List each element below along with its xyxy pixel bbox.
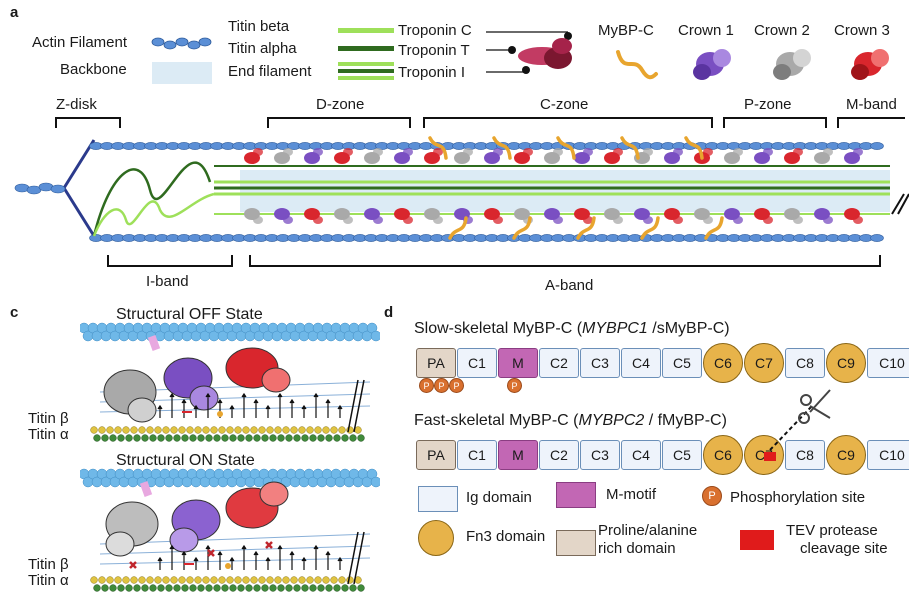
off-state-diagram bbox=[80, 322, 380, 442]
domain-c1: C1 bbox=[457, 440, 497, 470]
on-titin-beta-label: Titin β bbox=[28, 556, 69, 573]
domain-c1: C1 bbox=[457, 348, 497, 378]
mybpc-icon bbox=[616, 50, 658, 80]
actin-filament-swatch bbox=[151, 37, 212, 50]
titin-swatch bbox=[338, 28, 394, 80]
domain-c9: C9 bbox=[826, 435, 866, 475]
legend-phos-label: Phosphorylation site bbox=[730, 489, 866, 506]
on-crown3 bbox=[225, 481, 289, 529]
legend-mmotif-swatch bbox=[556, 482, 596, 508]
legend-tev-label-1: TEV protease bbox=[786, 522, 878, 539]
on-state-title: Structural ON State bbox=[116, 452, 255, 469]
legend-fn3-swatch bbox=[418, 520, 454, 556]
m-band-label: M-band bbox=[846, 96, 897, 113]
domain-c8: C8 bbox=[785, 348, 825, 378]
legend-tev-swatch bbox=[740, 530, 774, 550]
on-crown1 bbox=[169, 499, 221, 553]
domain-c9: C9 bbox=[826, 343, 866, 383]
phos-site: P bbox=[507, 378, 522, 393]
legend-pa-label-2: rich domain bbox=[598, 540, 676, 557]
i-band-label: I-band bbox=[146, 273, 189, 290]
legend-mybpc-label: MyBP-C bbox=[598, 22, 654, 39]
tev-site bbox=[764, 452, 776, 461]
phos-site: P bbox=[449, 378, 464, 393]
crown-icons bbox=[693, 49, 889, 80]
domain-c8: C8 bbox=[785, 440, 825, 470]
scissors-icon bbox=[769, 389, 831, 451]
panel-d-letter: d bbox=[384, 304, 394, 321]
domain-c6: C6 bbox=[703, 343, 743, 383]
legend-crown2-label: Crown 2 bbox=[754, 22, 810, 39]
legend-troponin-i-label: Troponin I bbox=[398, 64, 465, 81]
legend-backbone-label: Backbone bbox=[60, 61, 127, 78]
c-zone-label: C-zone bbox=[540, 96, 589, 113]
domain-c2: C2 bbox=[539, 348, 579, 378]
domain-m: M bbox=[498, 348, 538, 378]
domain-m: M bbox=[498, 440, 538, 470]
fast-title: Fast-skeletal MyBP-C (MYBPC2 / fMyBP-C) bbox=[414, 412, 727, 429]
troponin-icon bbox=[486, 31, 572, 74]
legend-tev-label-2: cleavage site bbox=[800, 540, 888, 557]
legend-actin-label: Actin Filament bbox=[32, 34, 128, 51]
d-zone-label: D-zone bbox=[316, 96, 365, 113]
legend-phos-icon: P bbox=[702, 486, 722, 506]
on-crown2 bbox=[105, 501, 159, 557]
slow-title: Slow-skeletal MyBP-C (MYBPC1 /sMyBP-C) bbox=[414, 320, 730, 337]
sarcomere-diagram bbox=[14, 117, 909, 267]
domain-c3: C3 bbox=[580, 440, 620, 470]
domain-c7: C7 bbox=[744, 343, 784, 383]
domain-c3: C3 bbox=[580, 348, 620, 378]
off-state-title: Structural OFF State bbox=[116, 306, 263, 323]
cleavage-marks bbox=[129, 541, 273, 569]
legend-crown3-label: Crown 3 bbox=[834, 22, 890, 39]
legend-titin-alpha-label: Titin alpha bbox=[228, 40, 297, 57]
domain-pa: PA bbox=[416, 348, 456, 378]
on-state-diagram bbox=[80, 468, 380, 592]
domain-c5: C5 bbox=[662, 440, 702, 470]
domain-c5: C5 bbox=[662, 348, 702, 378]
crown1-icon bbox=[693, 49, 731, 80]
domain-c10: C10 bbox=[867, 440, 909, 470]
legend-end-filament-label: End filament bbox=[228, 63, 312, 80]
domain-c2: C2 bbox=[539, 440, 579, 470]
legend-crown1-label: Crown 1 bbox=[678, 22, 734, 39]
domain-c4: C4 bbox=[621, 348, 661, 378]
legend-ig-swatch bbox=[418, 486, 458, 512]
legend-titin-beta-label: Titin beta bbox=[228, 18, 290, 35]
legend-troponin-c-label: Troponin C bbox=[398, 22, 472, 39]
legend-mmotif-label: M-motif bbox=[606, 486, 656, 503]
legend-troponin-t-label: Troponin T bbox=[398, 42, 470, 59]
legend-pa-label-1: Proline/alanine bbox=[598, 522, 698, 539]
a-band-label: A-band bbox=[545, 277, 594, 294]
p-zone-label: P-zone bbox=[744, 96, 792, 113]
crown3-icon bbox=[851, 49, 889, 80]
crown2-icon bbox=[773, 49, 811, 80]
backbone-swatch bbox=[152, 62, 212, 84]
legend-pa-swatch bbox=[556, 530, 596, 556]
off-crown2 bbox=[103, 369, 157, 423]
panel-c-letter: c bbox=[10, 304, 19, 321]
off-titin-alpha-label: Titin α bbox=[28, 426, 69, 443]
phos-site: P bbox=[434, 378, 449, 393]
legend-ig-label: Ig domain bbox=[466, 489, 532, 506]
panel-a-letter: a bbox=[10, 4, 19, 21]
legend-fn3-label: Fn3 domain bbox=[466, 528, 546, 545]
on-titin-alpha-label: Titin α bbox=[28, 572, 69, 589]
domain-c4: C4 bbox=[621, 440, 661, 470]
z-disk-label: Z-disk bbox=[56, 96, 97, 113]
domain-pa: PA bbox=[416, 440, 456, 470]
domain-c10: C10 bbox=[867, 348, 909, 378]
off-crown3 bbox=[225, 347, 291, 393]
off-crown1 bbox=[163, 357, 219, 411]
domain-c6: C6 bbox=[703, 435, 743, 475]
off-titin-beta-label: Titin β bbox=[28, 410, 69, 427]
phos-site: P bbox=[419, 378, 434, 393]
